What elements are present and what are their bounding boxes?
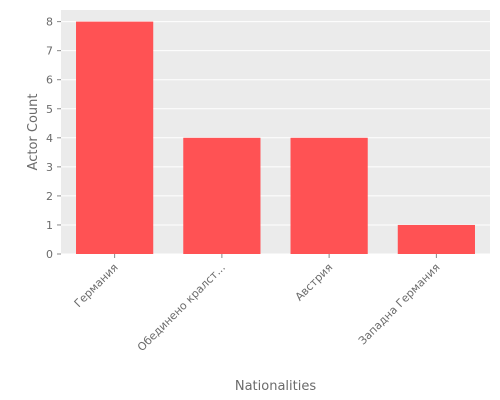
y-axis-ticks: 0 1 2 3 4 5 6 7 8 — [46, 16, 61, 261]
y-axis-label: Actor Count — [26, 94, 41, 171]
bar — [290, 137, 368, 254]
y-tick-label: 6 — [46, 74, 53, 87]
y-tick-label: 8 — [46, 16, 53, 29]
bar — [397, 224, 475, 254]
y-tick-label: 7 — [46, 45, 53, 58]
bar — [183, 137, 261, 254]
y-tick-label: 2 — [46, 190, 53, 203]
x-tick-label: Австрия — [293, 261, 336, 304]
y-tick-label: 4 — [46, 132, 53, 145]
y-tick-label: 5 — [46, 103, 53, 116]
y-tick-label: 0 — [46, 248, 53, 261]
x-tick-label: Обединено кралст... — [135, 261, 228, 354]
bars — [76, 21, 475, 254]
x-tick-label: Западна Германия — [356, 261, 442, 347]
bar — [76, 21, 154, 254]
x-axis-label: Nationalities — [235, 379, 316, 394]
y-tick-label: 1 — [46, 219, 53, 232]
x-tick-label: Германия — [72, 261, 121, 310]
x-axis-ticks: Германия Обединено кралст... Австрия Западн… — [72, 254, 442, 354]
y-tick-label: 3 — [46, 161, 53, 174]
